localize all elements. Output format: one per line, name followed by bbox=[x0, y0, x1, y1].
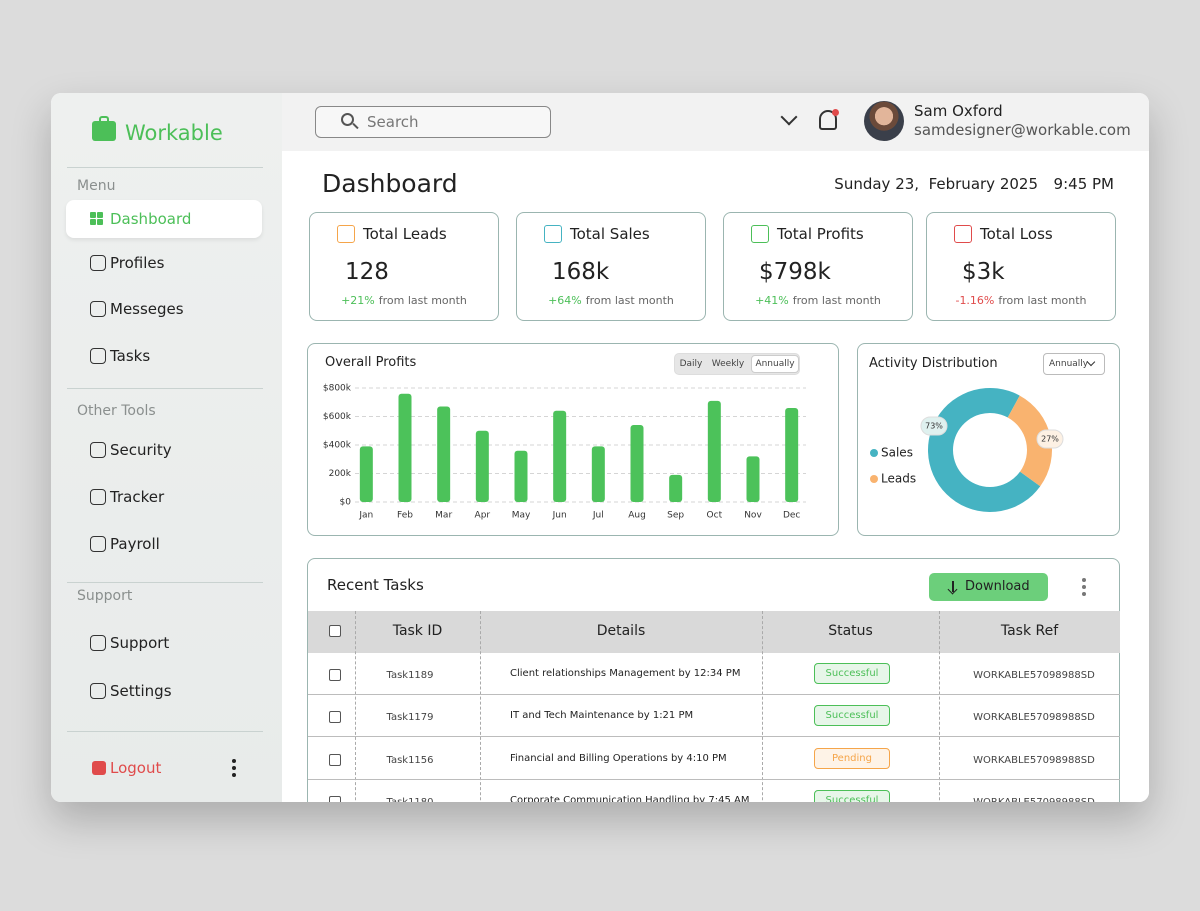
x-tick-label: Nov bbox=[744, 511, 762, 521]
legend-swatch bbox=[870, 449, 878, 457]
value-label: 27% bbox=[1041, 435, 1059, 444]
y-tick-label: $800k bbox=[323, 384, 352, 394]
row-divider bbox=[308, 694, 1120, 695]
legend-label: Leads bbox=[881, 472, 916, 486]
value-label: 73% bbox=[925, 422, 943, 431]
y-tick-label: 200k bbox=[329, 469, 352, 479]
x-tick-label: Sep bbox=[667, 511, 684, 521]
x-tick-label: May bbox=[512, 511, 531, 521]
bar bbox=[592, 446, 605, 502]
column-header: Task Ref bbox=[730, 619, 1200, 643]
bar bbox=[399, 394, 412, 502]
task-ref: WORKABLE57098988SD bbox=[734, 791, 1200, 815]
y-tick-label: $0 bbox=[340, 498, 352, 508]
x-tick-label: Feb bbox=[397, 511, 413, 521]
y-tick-label: $600k bbox=[323, 412, 352, 422]
x-tick-label: Jul bbox=[592, 511, 604, 521]
bar bbox=[747, 456, 760, 502]
bar bbox=[553, 411, 566, 502]
x-tick-label: Mar bbox=[435, 511, 452, 521]
x-tick-label: Oct bbox=[707, 511, 723, 521]
x-tick-label: Dec bbox=[783, 511, 800, 521]
bar bbox=[476, 431, 489, 502]
legend-swatch bbox=[870, 475, 878, 483]
bar bbox=[360, 446, 373, 502]
row-divider bbox=[308, 736, 1120, 737]
download-label[interactable]: Download bbox=[965, 575, 1030, 599]
task-ref: WORKABLE57098988SD bbox=[734, 664, 1200, 688]
task-ref: WORKABLE57098988SD bbox=[734, 749, 1200, 773]
legend-label: Sales bbox=[881, 446, 913, 460]
x-tick-label: Apr bbox=[475, 511, 491, 521]
x-tick-label: Aug bbox=[628, 511, 646, 521]
row-divider bbox=[308, 821, 1120, 822]
task-ref: WORKABLE57098988SD bbox=[734, 706, 1200, 730]
y-tick-label: $400k bbox=[323, 441, 352, 451]
bar bbox=[515, 451, 528, 502]
x-tick-label: Jun bbox=[552, 511, 567, 521]
tasks-title: Recent Tasks bbox=[327, 573, 424, 597]
bar bbox=[669, 475, 682, 502]
x-tick-label: Jan bbox=[358, 511, 373, 521]
bar bbox=[785, 408, 798, 502]
bar bbox=[437, 407, 450, 502]
bar bbox=[631, 425, 644, 502]
bar bbox=[708, 401, 721, 502]
kebab-dot bbox=[1082, 592, 1086, 596]
row-divider bbox=[308, 779, 1120, 780]
kebab-dot bbox=[1082, 585, 1086, 589]
kebab-dot bbox=[1082, 578, 1086, 582]
